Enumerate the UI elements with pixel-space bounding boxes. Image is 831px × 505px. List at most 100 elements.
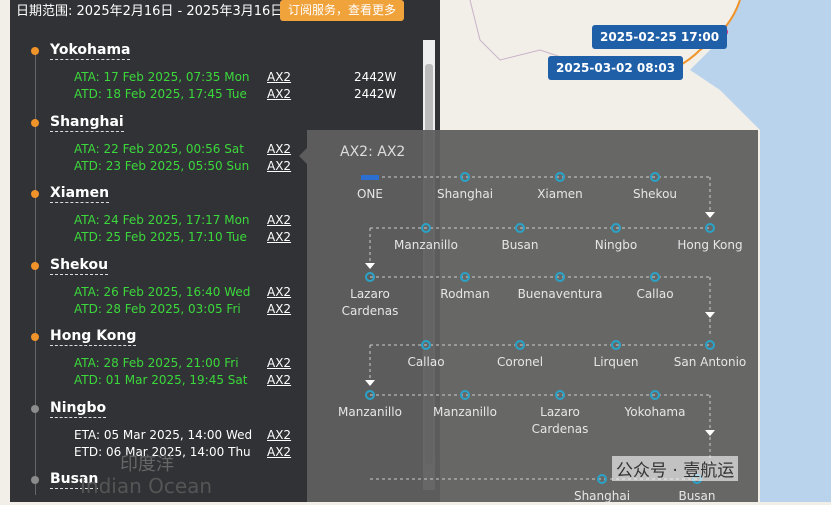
port-name[interactable]: Shekou [50, 256, 109, 275]
route-port: Yokohama [624, 405, 686, 419]
route-node [705, 340, 715, 350]
route-title: AX2: AX2 [340, 144, 406, 160]
voyage: 2442W [354, 87, 397, 101]
route-node [555, 272, 565, 282]
event-time: ATD: 25 Feb 2025, 17:10 Tue [74, 230, 247, 244]
port-name[interactable]: Hong Kong [50, 328, 137, 346]
route-port: Shanghai [573, 489, 631, 503]
service-link[interactable]: AX2 [267, 373, 292, 387]
route-arrow [365, 263, 375, 269]
route-node [515, 223, 525, 233]
event-time: ATA: 28 Feb 2025, 21:00 Fri [74, 356, 239, 370]
route-node [460, 172, 470, 182]
map-label: 印度洋 [120, 454, 174, 475]
event-time: ATA: 24 Feb 2025, 17:17 Mon [74, 213, 250, 227]
route-node [460, 272, 470, 282]
route-port: Buenaventura [517, 287, 603, 301]
route-port: Hong Kong [677, 238, 743, 252]
timeline [35, 55, 36, 495]
route-port: Callao [636, 287, 674, 301]
route-port: Lirquen [593, 355, 639, 369]
route-port: Coronel [496, 355, 544, 369]
route-node [650, 272, 660, 282]
route-node [611, 223, 621, 233]
event-time: ATD: 01 Mar 2025, 19:45 Sat [74, 373, 248, 387]
event-time: ETA: 05 Mar 2025, 14:00 Wed [74, 427, 253, 442]
route-port: Xiamen [537, 187, 583, 201]
route-arrow [365, 380, 375, 386]
route-node [365, 272, 375, 282]
route-node [421, 340, 431, 350]
service-link[interactable]: AX2 [267, 427, 292, 442]
subscribe-button[interactable]: 订阅服务，查看更多 [280, 0, 405, 21]
event-time: ATD: 28 Feb 2025, 03:05 Fri [74, 301, 241, 316]
route-arrow [705, 312, 715, 318]
port-name[interactable]: Ningbo [50, 399, 107, 418]
service-link[interactable]: AX2 [267, 158, 292, 173]
map-label: Indian Ocean [80, 474, 213, 498]
voyage: 2442W [354, 70, 397, 84]
route-port: Ningbo [594, 238, 638, 252]
event-time: ATD: 23 Feb 2025, 05:50 Sun [74, 158, 250, 173]
route-node [650, 390, 660, 400]
route-port: Lazaro Cardenas [531, 405, 589, 436]
route-port: ONE [356, 187, 383, 201]
date-range: 日期范围: 2025年2月16日 - 2025年3月16日 [16, 4, 284, 19]
popup-pointer [299, 148, 307, 164]
route-node [460, 390, 470, 400]
route-port: Callao [407, 355, 445, 369]
service-link[interactable]: AX2 [267, 301, 292, 316]
service-link[interactable]: AX2 [267, 230, 292, 244]
service-link[interactable]: AX2 [267, 213, 292, 227]
watermark: 公众号 · 壹航运 [612, 456, 739, 481]
route-node [555, 172, 565, 182]
service-link[interactable]: AX2 [267, 87, 292, 101]
port-dot [31, 333, 39, 341]
port-dot [31, 476, 39, 484]
route-arrow [705, 430, 715, 436]
route-node [705, 223, 715, 233]
map-tooltip: 2025-03-02 08:03 [548, 56, 684, 80]
route-node [365, 390, 375, 400]
port-dot [31, 261, 39, 270]
port-name[interactable]: Xiamen [50, 185, 110, 203]
service-link[interactable]: AX2 [267, 356, 292, 370]
route-port: Manzanillo [338, 405, 402, 419]
event-time: ETD: 06 Mar 2025, 14:00 Thu [74, 444, 251, 459]
route-node [611, 340, 621, 350]
port-dot [31, 404, 39, 413]
port-name[interactable]: Busan [50, 471, 99, 489]
route-port: Shekou [632, 187, 678, 201]
port-dot [31, 118, 39, 127]
route-port: Busan [678, 489, 716, 503]
route-port: Rodman [440, 287, 490, 301]
event-time: ATA: 17 Feb 2025, 07:35 Mon [74, 70, 250, 84]
service-link[interactable]: AX2 [267, 141, 292, 156]
route-port: Manzanillo [433, 405, 497, 419]
route-node [421, 223, 431, 233]
service-link[interactable]: AX2 [267, 444, 292, 459]
route-node [597, 474, 607, 484]
route-arrow [705, 212, 715, 218]
route-port: Lazaro Cardenas [341, 287, 399, 318]
land [440, 0, 831, 502]
route-port: Manzanillo [394, 238, 458, 252]
route-node [555, 390, 565, 400]
event-time: ATA: 22 Feb 2025, 00:56 Sat [74, 141, 244, 156]
port-name[interactable]: Yokohama [50, 42, 131, 60]
service-link[interactable]: AX2 [267, 70, 292, 84]
sea [760, 130, 831, 502]
track [676, 0, 741, 68]
route-node [650, 172, 660, 182]
route-node [515, 340, 525, 350]
route-port: Shanghai [436, 187, 494, 201]
event-time: ATA: 26 Feb 2025, 16:40 Wed [74, 284, 251, 299]
ship-icon [361, 175, 379, 180]
service-link[interactable]: AX2 [267, 284, 292, 299]
port-name[interactable]: Shanghai [50, 113, 124, 132]
route-port: San Antonio [673, 355, 747, 369]
map-tooltip: 2025-02-25 17:00 [592, 25, 728, 49]
port-dot [31, 190, 39, 198]
event-time: ATD: 18 Feb 2025, 17:45 Tue [74, 87, 247, 101]
